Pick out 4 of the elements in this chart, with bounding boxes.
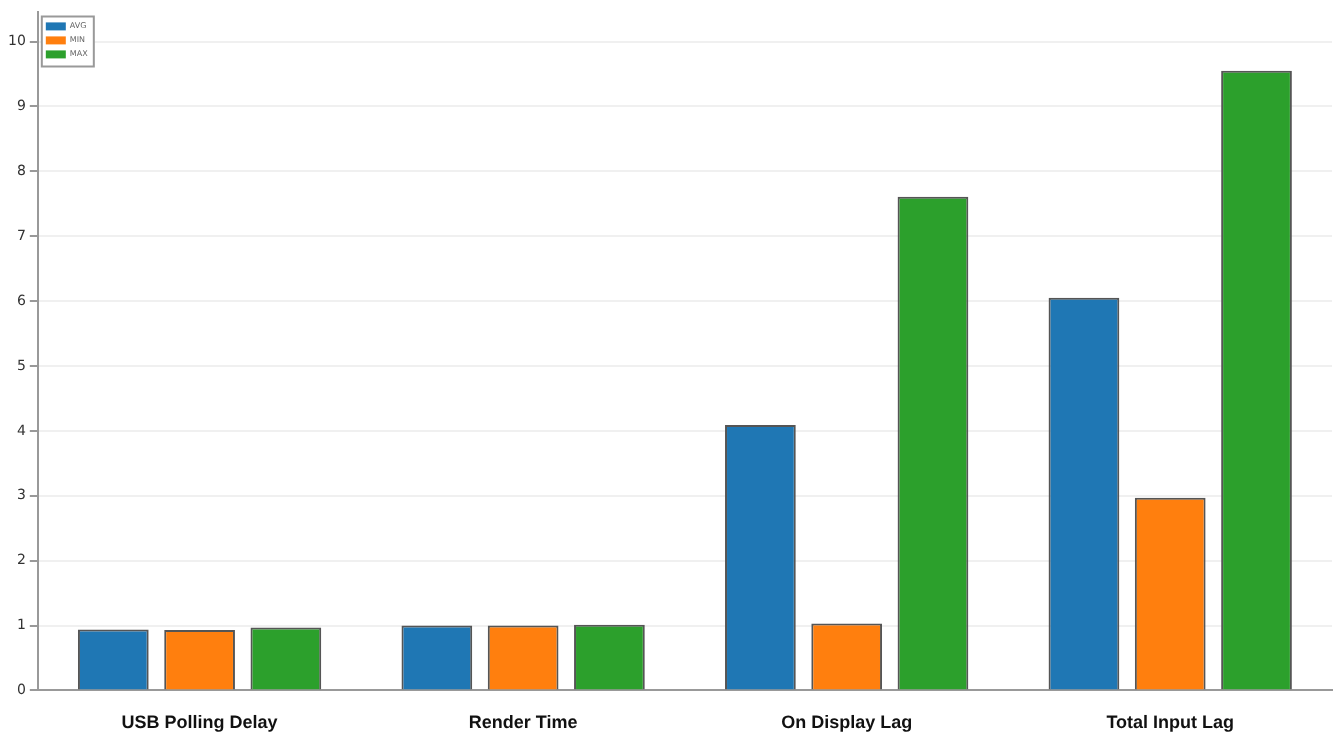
x-tick-label: Total Input Lag xyxy=(1106,712,1235,733)
x-tick-label: On Display Lag xyxy=(781,712,913,733)
x-tick-label: Render Time xyxy=(468,712,578,733)
x-tick-label: USB Polling Delay xyxy=(121,712,278,733)
